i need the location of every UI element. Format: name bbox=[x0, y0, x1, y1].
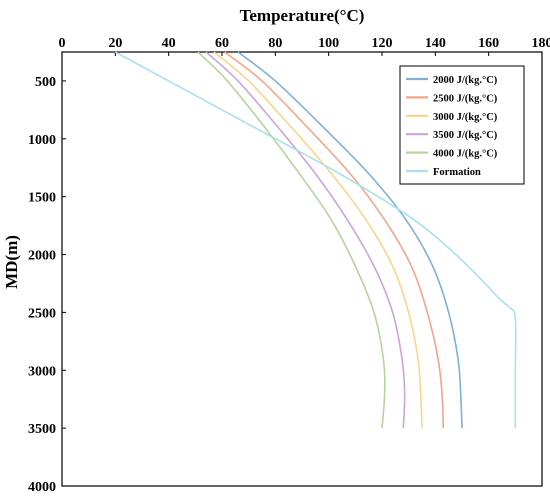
x-tick-label: 140 bbox=[425, 36, 446, 51]
x-tick-label: 60 bbox=[215, 36, 229, 51]
x-tick-label: 120 bbox=[372, 36, 393, 51]
y-tick-label: 4000 bbox=[28, 480, 56, 495]
legend-label: Formation bbox=[433, 167, 481, 178]
series-line-3 bbox=[205, 51, 406, 429]
x-axis-ticks: 0 20 40 60 80 100 120 140 160 180 bbox=[59, 36, 550, 56]
y-tick-label: 1000 bbox=[28, 133, 56, 148]
y-axis-ticks: 500 1000 1500 2000 2500 3000 3500 4000 bbox=[28, 75, 66, 495]
y-tick-label: 2000 bbox=[28, 249, 56, 264]
x-tick-label: 100 bbox=[318, 36, 339, 51]
x-tick-label: 0 bbox=[59, 36, 66, 51]
y-tick-label: 500 bbox=[35, 75, 56, 90]
series-line-5 bbox=[114, 51, 517, 429]
y-tick-label: 3000 bbox=[28, 364, 56, 379]
x-tick-label: 40 bbox=[162, 36, 176, 51]
series-lines bbox=[114, 51, 517, 429]
plot-frame bbox=[61, 51, 543, 487]
x-tick-label: 20 bbox=[108, 36, 122, 51]
series-line-4 bbox=[197, 51, 386, 429]
legend-items: 2000 J/(kg.°C) 2500 J/(kg.°C) 3000 J/(kg.°… bbox=[406, 75, 498, 178]
legend-label: 3000 J/(kg.°C) bbox=[433, 112, 498, 123]
x-tick-label: 160 bbox=[478, 36, 499, 51]
y-tick-label: 1500 bbox=[28, 191, 56, 206]
series-line-0 bbox=[237, 51, 463, 429]
series-line-1 bbox=[224, 51, 445, 429]
y-axis-title: MD(m) bbox=[2, 235, 21, 289]
legend-label: 2000 J/(kg.°C) bbox=[433, 75, 498, 86]
legend-label: 2500 J/(kg.°C) bbox=[433, 93, 498, 104]
x-axis-title: Temperature(°C) bbox=[240, 6, 365, 25]
legend-label: 4000 J/(kg.°C) bbox=[433, 149, 498, 160]
x-tick-label: 80 bbox=[268, 36, 282, 51]
y-tick-label: 2500 bbox=[28, 306, 56, 321]
legend-box bbox=[399, 65, 525, 185]
legend: 2000 J/(kg.°C) 2500 J/(kg.°C) 3000 J/(kg.°… bbox=[399, 65, 525, 185]
y-tick-label: 3500 bbox=[28, 422, 56, 437]
legend-label: 3500 J/(kg.°C) bbox=[433, 130, 498, 141]
x-tick-label: 180 bbox=[532, 36, 550, 51]
series-line-2 bbox=[213, 51, 423, 429]
